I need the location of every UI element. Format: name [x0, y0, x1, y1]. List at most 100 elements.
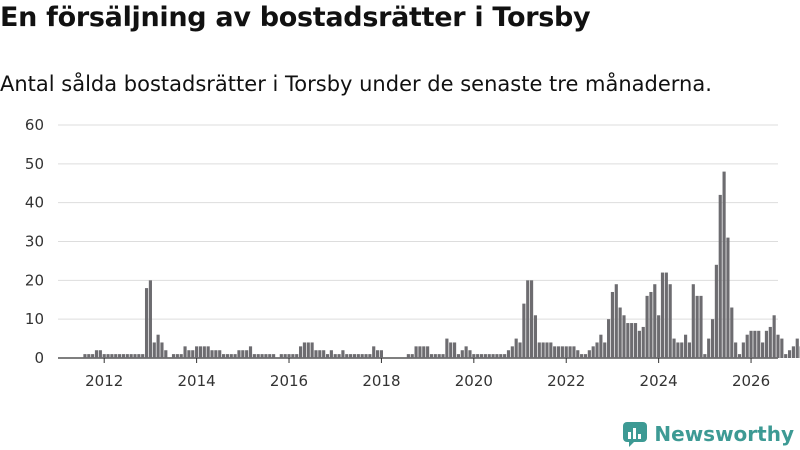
bar — [295, 354, 299, 358]
bar — [198, 346, 203, 358]
bar — [175, 354, 179, 358]
bar — [645, 295, 649, 358]
bar — [626, 323, 630, 358]
bar — [456, 354, 461, 358]
bar — [572, 346, 576, 358]
bar — [549, 342, 553, 358]
bar — [479, 354, 484, 358]
bar — [506, 350, 511, 358]
bar — [283, 354, 287, 358]
bar — [722, 171, 726, 358]
bar — [279, 354, 283, 358]
bar — [345, 354, 349, 358]
bar — [568, 346, 572, 358]
bar — [672, 338, 676, 358]
bar — [291, 354, 295, 358]
bar — [302, 342, 306, 358]
bar — [618, 307, 622, 358]
bar — [333, 354, 337, 358]
bar — [264, 354, 268, 358]
bar — [152, 342, 156, 358]
brand-logo: Newsworthy — [622, 420, 794, 448]
bar — [148, 280, 152, 358]
bar — [787, 350, 792, 358]
bar — [768, 326, 772, 358]
chart-title: En försäljning av bostadsrätter i Torsby — [0, 2, 591, 33]
bar — [352, 354, 357, 358]
bar — [668, 284, 672, 358]
bar — [541, 342, 545, 358]
x-tick-label: 2020 — [455, 372, 493, 390]
y-tick-label: 10 — [25, 310, 44, 328]
bar — [160, 342, 164, 358]
brand-name: Newsworthy — [654, 422, 794, 446]
bar — [418, 346, 422, 358]
bar — [468, 350, 472, 358]
bar — [764, 330, 769, 358]
bar — [476, 354, 480, 358]
bar — [695, 295, 699, 358]
bar — [433, 354, 437, 358]
x-tick-label: 2016 — [270, 372, 308, 390]
bar — [630, 323, 634, 358]
bar — [591, 346, 595, 358]
bar — [560, 346, 564, 358]
bar — [633, 323, 638, 358]
bar — [545, 342, 549, 358]
bar — [564, 346, 568, 358]
bar — [129, 354, 133, 358]
bar — [537, 342, 541, 358]
bar — [749, 330, 753, 358]
bar — [503, 354, 507, 358]
bar — [707, 338, 711, 358]
bar — [491, 354, 495, 358]
bar — [687, 342, 692, 358]
bar — [576, 350, 580, 358]
bar — [714, 264, 718, 358]
bar — [322, 350, 326, 358]
bar — [784, 354, 788, 358]
bar — [587, 350, 591, 358]
bar — [137, 354, 141, 358]
bar — [422, 346, 426, 358]
y-tick-label: 50 — [25, 155, 44, 173]
x-tick-label: 2018 — [362, 372, 400, 390]
bar — [337, 354, 341, 358]
bar — [195, 346, 199, 358]
bar — [375, 350, 380, 358]
bar — [256, 354, 260, 358]
bar — [233, 354, 237, 358]
bar — [318, 350, 322, 358]
bar — [761, 342, 765, 358]
bar — [349, 354, 353, 358]
bar — [522, 303, 526, 358]
bar — [87, 354, 91, 358]
bar — [734, 342, 738, 358]
bar — [691, 284, 695, 358]
x-tick-label: 2012 — [85, 372, 123, 390]
bar — [426, 346, 430, 358]
bar — [210, 350, 214, 358]
bar — [653, 284, 657, 358]
bar — [325, 354, 330, 358]
bar — [306, 342, 310, 358]
bars — [83, 171, 800, 358]
bar — [360, 354, 364, 358]
y-tick-label: 20 — [25, 271, 44, 289]
bar — [460, 350, 464, 358]
bar — [757, 330, 761, 358]
bar — [298, 346, 303, 358]
x-axis-ticks: 2012 2014 2016 2018 2020 2022 2024 2026 — [85, 358, 770, 390]
bar — [252, 354, 256, 358]
bar — [599, 334, 603, 358]
bar — [125, 354, 129, 358]
bar — [453, 342, 457, 358]
bar — [102, 354, 106, 358]
bar — [179, 354, 183, 358]
x-tick-label: 2026 — [732, 372, 770, 390]
chart-subtitle: Antal sålda bostadsrätter i Torsby under… — [0, 72, 712, 96]
bar — [429, 354, 434, 358]
bar — [206, 346, 210, 358]
bar — [684, 334, 688, 358]
